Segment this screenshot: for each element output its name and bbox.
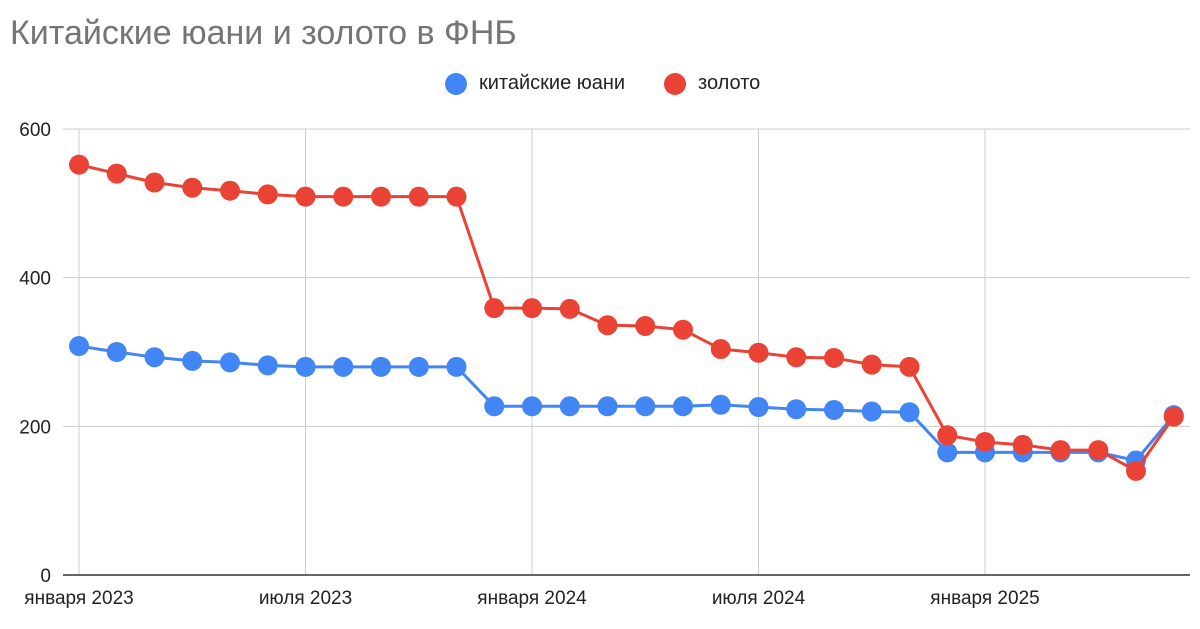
data-point-s0-16 [673, 396, 693, 417]
data-point-s1-28 [1126, 460, 1146, 481]
data-point-s0-17 [710, 394, 731, 415]
data-point-s0-12 [522, 396, 542, 417]
data-point-s1-8 [371, 186, 391, 207]
y-tick-label-400: 400 [19, 269, 51, 290]
data-point-s0-8 [371, 356, 391, 377]
series-line-1 [78, 163, 1175, 473]
data-point-s1-19 [786, 347, 807, 368]
data-point-s1-4 [220, 180, 240, 201]
data-point-s1-9 [408, 186, 429, 207]
data-point-s0-23 [937, 442, 958, 463]
data-point-s0-7 [333, 356, 354, 377]
data-point-s1-2 [144, 172, 165, 193]
data-point-s0-5 [257, 355, 278, 376]
data-point-s1-24 [975, 431, 995, 452]
y-tick-label-600: 600 [19, 120, 51, 141]
data-point-s1-22 [899, 356, 920, 377]
data-point-s0-14 [597, 396, 618, 417]
data-point-s0-10 [446, 356, 467, 377]
data-point-s1-18 [748, 342, 769, 363]
data-point-s1-26 [1050, 440, 1071, 461]
data-point-s1-5 [257, 184, 278, 205]
data-point-s1-12 [522, 298, 542, 319]
data-point-s0-15 [635, 396, 656, 417]
data-point-s0-11 [484, 396, 505, 417]
legend-label-yuan: китайские юани [479, 72, 626, 94]
x-tick-label-4: января 2025 [930, 588, 1039, 609]
x-tick-label-2: января 2024 [477, 588, 587, 609]
chart-title: Китайские юани и золото в ФНБ [10, 14, 517, 52]
data-point-s1-27 [1088, 440, 1109, 461]
legend-label-gold: золото [698, 72, 761, 94]
data-point-s1-21 [861, 354, 882, 375]
x-tick-label-1: июля 2023 [259, 588, 352, 609]
legend-marker-gold [664, 72, 686, 95]
data-point-s1-7 [333, 186, 354, 207]
data-point-s1-17 [710, 339, 731, 360]
data-point-s0-3 [182, 350, 203, 371]
legend: китайские юани золото [0, 72, 1200, 102]
data-point-s1-10 [446, 186, 467, 207]
data-point-s1-15 [635, 315, 656, 336]
x-tick-label-3: июля 2024 [712, 588, 806, 609]
data-point-s0-1 [106, 342, 127, 362]
data-point-s1-20 [824, 347, 844, 368]
data-point-s1-0 [69, 154, 89, 175]
y-tick-label-0: 0 [40, 566, 51, 587]
data-point-s1-16 [673, 319, 693, 340]
data-point-s0-4 [220, 352, 240, 373]
legend-marker-yuan [445, 72, 467, 95]
y-tick-label-200: 200 [19, 417, 51, 438]
data-point-s0-19 [786, 399, 807, 420]
data-point-s0-20 [824, 399, 844, 420]
data-point-s1-14 [597, 315, 618, 336]
data-point-s1-11 [484, 298, 505, 319]
legend-item-gold[interactable]: золото [664, 72, 760, 95]
data-point-s0-6 [295, 356, 316, 377]
data-point-s0-13 [559, 396, 580, 417]
data-point-s1-1 [106, 163, 127, 184]
data-point-s0-9 [408, 356, 429, 377]
legend-item-yuan[interactable]: китайские юани [445, 72, 625, 95]
data-point-s1-6 [295, 186, 316, 207]
data-point-s0-0 [69, 336, 89, 357]
data-point-s1-29 [1163, 406, 1184, 427]
data-point-s0-2 [144, 347, 165, 368]
data-point-s1-13 [559, 298, 580, 319]
data-point-s0-21 [861, 401, 882, 422]
data-point-s0-18 [748, 397, 769, 418]
data-point-s1-23 [937, 425, 958, 446]
data-point-s0-22 [899, 402, 920, 423]
data-point-s1-3 [182, 177, 203, 198]
data-point-s1-25 [1012, 434, 1033, 455]
x-tick-label-0: января 2023 [24, 588, 133, 609]
